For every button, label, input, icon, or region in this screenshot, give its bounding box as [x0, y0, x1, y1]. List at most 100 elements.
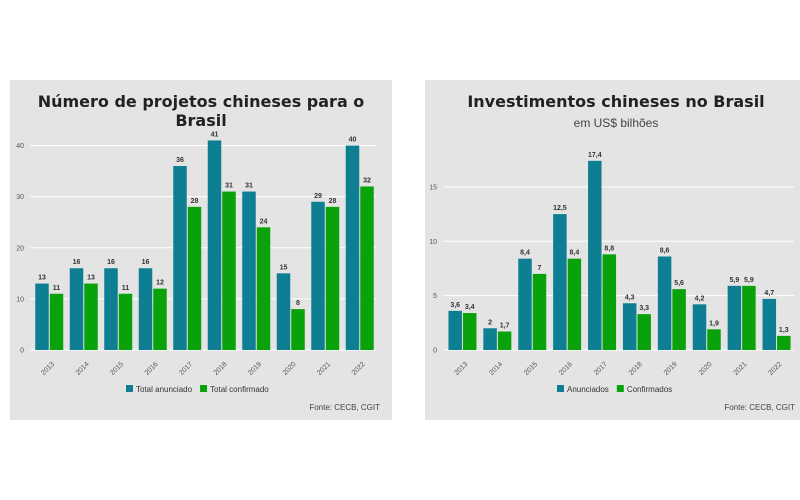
legend-swatch	[616, 385, 624, 392]
bar-series-1	[104, 268, 118, 350]
bar-series-2	[532, 273, 547, 350]
bar-series-1	[138, 268, 153, 350]
chart-panel-investments: Investimentos chineses no Brasil em US$ …	[425, 80, 800, 420]
chart-source: Fonte: CECB, CGIT	[309, 403, 380, 412]
data-label: 5,9	[744, 277, 754, 284]
bar-series-2	[497, 331, 512, 350]
bar-series-1	[345, 145, 360, 350]
data-label: 1,9	[709, 320, 719, 327]
bar-series-2	[672, 289, 686, 350]
bar-series-2	[49, 293, 64, 350]
x-tick-label: 2013	[40, 361, 56, 377]
data-label: 5,9	[730, 277, 740, 284]
bar-series-1	[588, 160, 602, 350]
data-label: 3,4	[465, 304, 475, 311]
legend-swatch	[200, 385, 208, 392]
x-tick-label: 2015	[109, 361, 125, 377]
x-tick-label: 2016	[558, 361, 574, 377]
chart-title: Investimentos chineses no Brasil	[467, 92, 765, 111]
data-label: 4,3	[625, 294, 635, 301]
bar-series-2	[291, 309, 305, 350]
x-tick-label: 2022	[768, 361, 784, 377]
x-tick-label: 2018	[213, 361, 229, 377]
data-label: 13	[38, 275, 46, 282]
data-label: 15	[280, 264, 288, 271]
y-tick-label: 5	[433, 293, 437, 300]
data-label: 13	[87, 275, 95, 282]
y-tick-label: 10	[16, 296, 24, 303]
x-tick-label: 2013	[453, 361, 469, 377]
data-label: 17,4	[588, 152, 602, 159]
legend-label: Total confirmado	[210, 385, 269, 394]
x-tick-label: 2020	[698, 361, 714, 377]
bar-series-2	[707, 329, 721, 350]
data-label: 32	[363, 177, 371, 184]
data-label: 29	[314, 193, 322, 200]
data-label: 8,4	[520, 250, 530, 257]
y-tick-label: 30	[16, 194, 24, 201]
data-label: 24	[260, 218, 268, 225]
bar-series-1	[35, 283, 49, 350]
legend-label: Total anunciado	[136, 385, 193, 394]
bar-series-2	[602, 254, 617, 350]
bar-series-1	[276, 273, 291, 350]
chart-investments: 0 5 10 15 3,6 3,4 2013 2 1,7 2014 8,4 7 2015 12,5 8,4 2…	[429, 152, 794, 394]
data-label: 8,4	[570, 250, 580, 257]
bar-series-2	[325, 206, 340, 350]
x-tick-label: 2021	[316, 361, 332, 377]
y-tick-label: 20	[16, 245, 24, 252]
x-tick-label: 2015	[523, 361, 539, 377]
y-tick-label: 10	[429, 239, 437, 246]
bar-series-2	[187, 206, 202, 350]
data-label: 1,7	[500, 323, 510, 330]
data-label: 4,7	[764, 290, 774, 297]
x-tick-label: 2022	[351, 361, 367, 377]
x-tick-label: 2018	[628, 361, 644, 377]
bar-series-2	[777, 335, 791, 350]
data-label: 28	[329, 198, 337, 205]
data-label: 1,3	[779, 327, 789, 334]
data-label: 2	[488, 319, 492, 326]
chart-title: Número de projetos chineses para o Brasi…	[37, 92, 365, 130]
bar-series-2	[84, 283, 98, 350]
bar-series-1	[657, 256, 672, 350]
x-tick-label: 2017	[593, 361, 609, 377]
data-label: 8	[296, 300, 300, 307]
bar-series-2	[118, 293, 133, 350]
bar-series-1	[207, 140, 222, 350]
chart-source: Fonte: CECB, CGIT	[724, 403, 795, 412]
legend-swatch	[557, 385, 564, 392]
bar-series-1	[553, 214, 567, 350]
bar-series-2	[360, 186, 374, 350]
bar-series-1	[483, 328, 497, 350]
x-tick-label: 2017	[178, 361, 194, 377]
data-label: 7	[538, 265, 542, 272]
x-tick-label: 2020	[282, 361, 298, 377]
bar-series-2	[256, 227, 271, 350]
data-label: 8,6	[660, 248, 670, 255]
x-tick-label: 2014	[75, 361, 91, 377]
bar-series-2	[153, 288, 167, 350]
bar-series-2	[742, 285, 756, 350]
legend-label: Confirmados	[627, 385, 672, 394]
y-tick-label: 40	[16, 143, 24, 150]
bar-series-1	[622, 303, 637, 350]
data-label: 16	[142, 259, 150, 266]
data-label: 4,2	[695, 295, 705, 302]
legend-swatch	[126, 385, 133, 392]
y-tick-label: 0	[20, 348, 24, 355]
data-label: 28	[191, 198, 199, 205]
bar-series-2	[462, 313, 477, 350]
bar-series-1	[727, 285, 742, 350]
x-tick-label: 2021	[733, 361, 749, 377]
data-label: 12	[156, 280, 164, 287]
chart-panel-projects: Número de projetos chineses para o Brasi…	[10, 80, 392, 420]
y-tick-label: 15	[429, 184, 437, 191]
data-label: 16	[107, 259, 115, 266]
x-tick-label: 2019	[663, 361, 679, 377]
bar-series-1	[518, 258, 532, 350]
data-label: 5,6	[674, 280, 684, 287]
chart-projects: 0 10 20 30 40 13 11 2013 16 13 2014 16 11 2015 16 12 201…	[16, 131, 377, 394]
x-tick-label: 2019	[247, 361, 263, 377]
data-label: 31	[245, 183, 253, 190]
